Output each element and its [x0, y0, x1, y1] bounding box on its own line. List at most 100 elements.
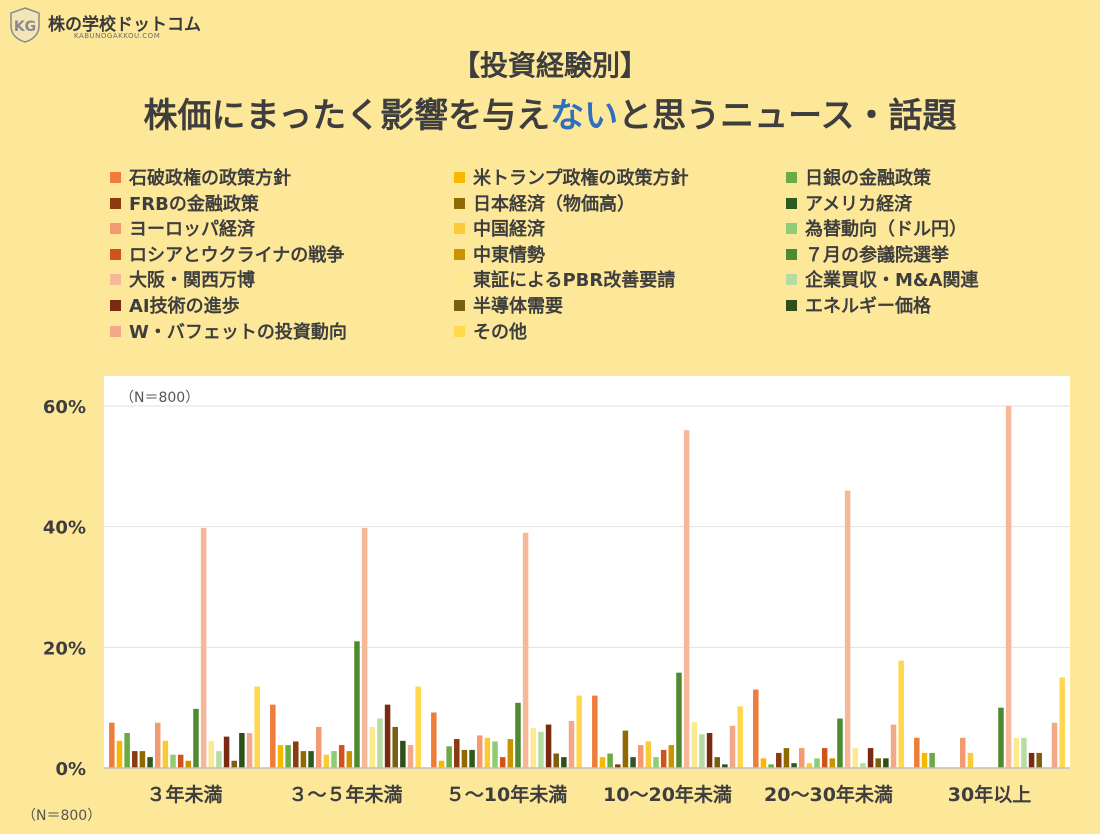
bar [660, 749, 667, 768]
bar [384, 704, 391, 768]
bar [1028, 752, 1035, 768]
legend-swatch [110, 248, 121, 260]
legend-label: 為替動向（ドル円） [805, 219, 967, 241]
bar [392, 726, 398, 768]
legend-item: 石破政権の政策方針 [110, 167, 291, 191]
legend-label: エネルギー価格 [805, 296, 931, 317]
bar [109, 722, 115, 768]
legend-swatch [786, 300, 797, 311]
bar [722, 764, 728, 768]
legend-label: 半導体需要 [473, 296, 563, 317]
legend-swatch [454, 248, 465, 260]
bar [300, 751, 307, 768]
x-tick-label: ３年未満 [146, 783, 222, 806]
bar [484, 737, 491, 768]
title-part-a: 株価にまったく影響を与え [143, 96, 551, 136]
sample-size-footnote: （N＝800） [22, 808, 102, 824]
bar [431, 712, 437, 768]
bar [714, 757, 720, 768]
legend-item: その他 [454, 321, 527, 345]
bar [1059, 677, 1065, 768]
bar [699, 734, 705, 768]
bar [216, 751, 222, 768]
legend-swatch [454, 197, 465, 209]
bar [637, 745, 644, 768]
bar [438, 760, 445, 768]
bar [691, 722, 698, 768]
bar [530, 728, 537, 768]
bar [1036, 752, 1042, 768]
brand-shield-icon: KG [10, 7, 40, 43]
legend-label: 石破政権の政策方針 [129, 168, 291, 189]
bar [760, 758, 767, 768]
bar [469, 749, 475, 768]
bar [737, 706, 743, 768]
y-tick-label: 40% [43, 518, 86, 539]
bar [515, 702, 521, 768]
x-tick-label: 30年以上 [948, 783, 1031, 806]
bar [890, 724, 897, 768]
legend-item: 米トランプ政権の政策方針 [454, 167, 688, 191]
legend-swatch [110, 300, 121, 311]
bar [193, 708, 199, 768]
bar [768, 764, 774, 768]
bar [553, 753, 559, 768]
bar [1005, 406, 1012, 768]
bar [499, 757, 506, 768]
bar [338, 745, 345, 768]
legend-label: ロシアとウクライナの戦争 [129, 244, 345, 266]
bar [791, 763, 797, 768]
bar [883, 758, 889, 768]
legend-label: 東証によるPBR改善要請 [473, 270, 676, 292]
bar [852, 748, 859, 768]
bar [308, 751, 314, 768]
bar [1021, 737, 1027, 768]
bar [576, 695, 582, 768]
legend-swatch [786, 197, 797, 209]
bar [208, 740, 215, 768]
bar [415, 686, 421, 768]
legend-label: W・バフェットの投資動向 [129, 321, 347, 343]
bar [821, 748, 828, 768]
sample-size-note: （N＝800） [120, 390, 200, 406]
legend-swatch [110, 325, 121, 337]
bar [139, 751, 146, 768]
bar [599, 757, 606, 768]
bar [200, 527, 207, 768]
legend-label: FRBの金融政策 [129, 193, 259, 215]
legend-label: アメリカ経済 [805, 193, 913, 215]
legend-item: 半導体需要 [454, 295, 563, 319]
legend-swatch [454, 223, 465, 235]
bar [323, 754, 330, 768]
plot-area [104, 376, 1070, 768]
bar [676, 672, 682, 768]
legend-item: 為替動向（ドル円） [786, 218, 967, 242]
legend-item: アメリカ経済 [786, 193, 912, 217]
legend-swatch [454, 274, 465, 286]
bar [446, 746, 452, 768]
bar [959, 737, 966, 768]
bar [270, 704, 276, 768]
legend-label: 日銀の金融政策 [805, 168, 931, 189]
x-tick-label: ５～10年未満 [446, 783, 567, 806]
bar [461, 749, 468, 768]
bar [354, 641, 360, 768]
bar [653, 757, 659, 768]
x-tick-label: 10～20年未満 [603, 783, 732, 806]
bar [346, 751, 353, 768]
bar [154, 722, 161, 768]
legend-label: AI技術の進歩 [129, 296, 240, 317]
bar [867, 748, 874, 768]
bar [246, 733, 253, 768]
brand-subtitle: KABUNOGAKKOU.COM [74, 32, 161, 40]
bar [1013, 737, 1020, 768]
bar [668, 745, 675, 768]
bar [783, 748, 790, 768]
bar [753, 689, 759, 768]
bar [124, 733, 130, 768]
bar [844, 490, 851, 768]
legend-item: 中国経済 [454, 218, 545, 242]
chart-title-line1: 【投資経験別】 [451, 49, 648, 82]
bar [454, 739, 460, 768]
y-tick-label: 20% [43, 638, 86, 659]
